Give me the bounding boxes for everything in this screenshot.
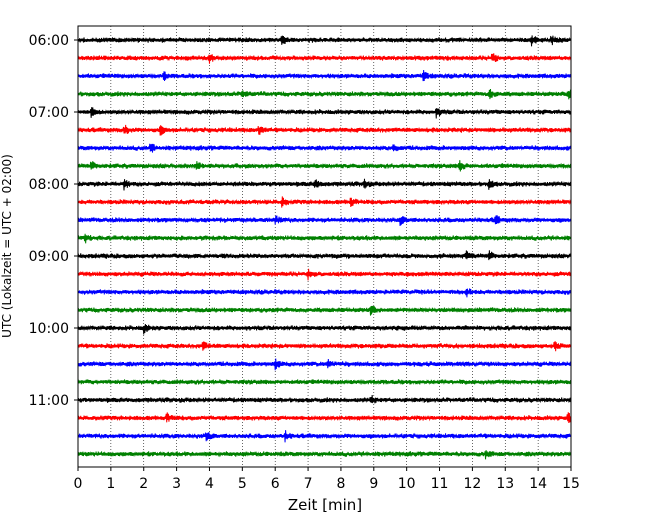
y-tick-label: 11:00 (29, 393, 69, 409)
plot-background (78, 26, 571, 467)
x-tick-label: 9 (369, 476, 378, 492)
seismic-trace (77, 305, 572, 316)
x-tick-label: 12 (463, 476, 481, 492)
x-tick-label: 11 (431, 476, 449, 492)
seismic-trace (77, 233, 572, 244)
seismic-trace (77, 160, 572, 172)
seismic-trace (77, 178, 572, 191)
x-tick-label: 15 (562, 476, 580, 492)
x-tick-label: 8 (336, 476, 345, 492)
seismic-trace (77, 124, 572, 136)
plot-frame (77, 25, 572, 468)
y-axis-label: UTC (Lokalzeit = UTC + 02:00) (0, 154, 14, 338)
x-tick-label: 1 (106, 476, 115, 492)
seismic-trace (77, 450, 572, 460)
x-tick-label: 4 (205, 476, 214, 492)
seismic-trace (77, 35, 572, 47)
y-tick-label: 10:00 (29, 321, 69, 337)
seismic-trace (77, 215, 572, 226)
x-tick-label: 2 (139, 476, 148, 492)
seismic-trace (77, 268, 572, 281)
seismic-traces (77, 35, 572, 460)
x-tick-label: 6 (271, 476, 280, 492)
seismic-trace (77, 53, 572, 64)
y-tick-label: 08:00 (29, 177, 69, 193)
y-tick-label: 06:00 (29, 33, 69, 49)
x-axis-ticks: 0 1 2 3 4 5 6 7 8 9 10 11 12 13 14 15 (74, 467, 580, 492)
seismic-trace (77, 395, 572, 404)
y-tick-label: 09:00 (29, 249, 69, 265)
seismic-trace (77, 288, 572, 298)
y-axis-ticks: 06:00 07:00 08:00 09:00 10:00 11:00 (29, 33, 78, 409)
x-tick-label: 10 (398, 476, 416, 492)
seismic-trace (77, 323, 572, 335)
seismic-trace (77, 196, 572, 208)
x-tick-label: 14 (529, 476, 547, 492)
x-tick-label: 5 (238, 476, 247, 492)
seismic-trace (77, 69, 572, 82)
seismic-trace (77, 358, 572, 371)
x-tick-label: 13 (496, 476, 514, 492)
x-tick-label: 3 (172, 476, 181, 492)
seismic-trace (77, 341, 572, 352)
seismic-trace (77, 250, 572, 261)
y-tick-label: 07:00 (29, 105, 69, 121)
seismic-trace (77, 378, 572, 386)
x-tick-label: 0 (74, 476, 83, 492)
seismic-trace (77, 412, 572, 423)
seismic-trace (77, 88, 572, 100)
seismic-trace (77, 430, 572, 443)
seismic-trace (77, 107, 572, 119)
x-tick-label: 7 (304, 476, 313, 492)
x-axis-label: Zeit [min] (288, 496, 362, 514)
seismic-trace (77, 143, 572, 153)
